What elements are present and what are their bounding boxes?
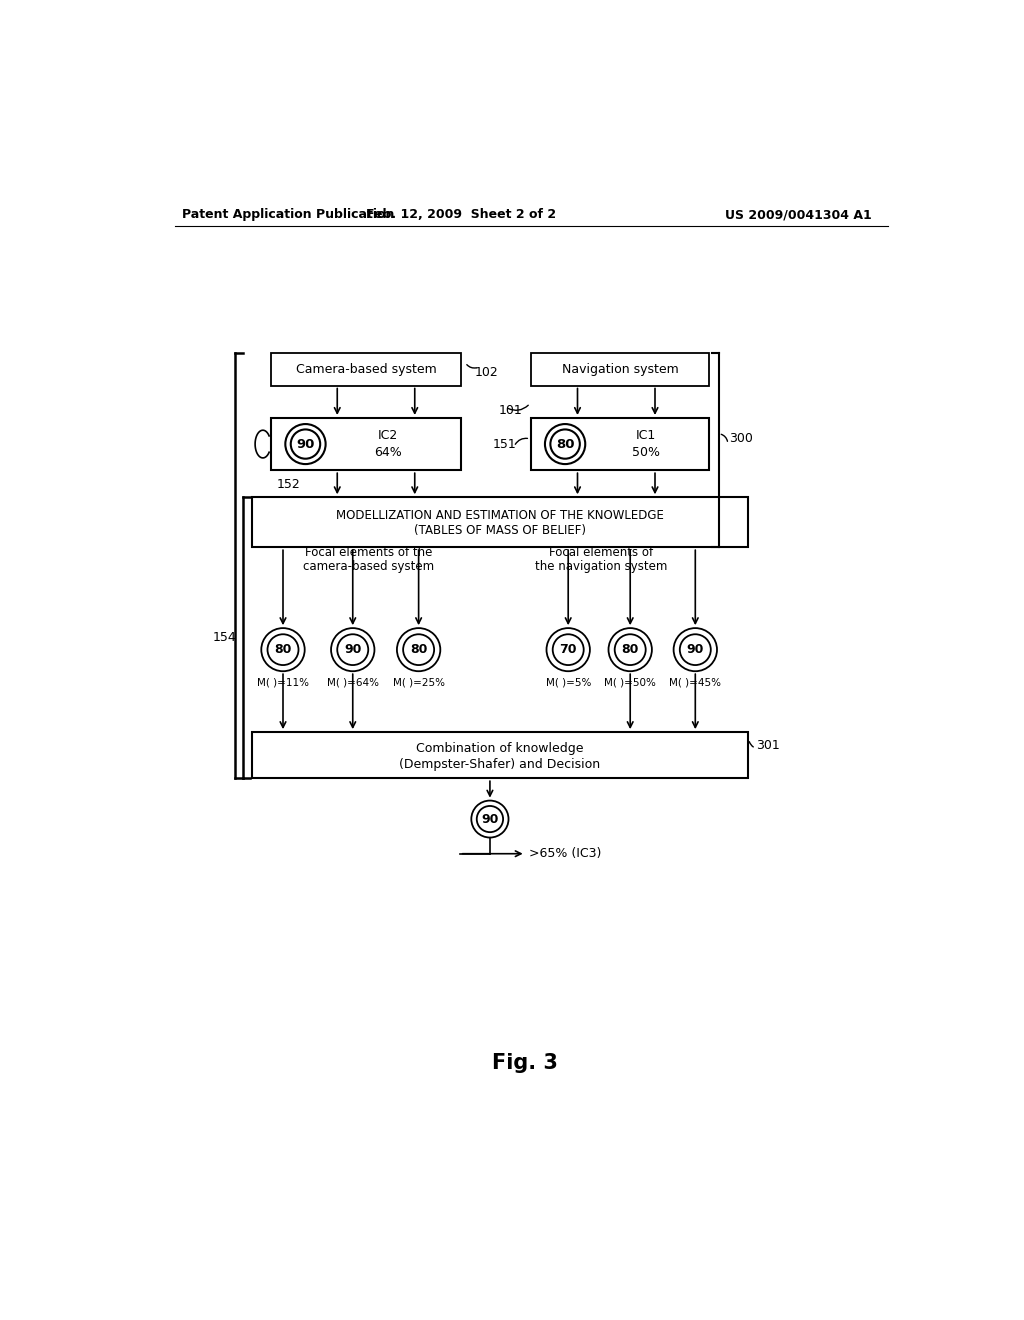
- Text: 90: 90: [296, 437, 314, 450]
- Text: 80: 80: [556, 437, 574, 450]
- Text: Camera-based system: Camera-based system: [296, 363, 436, 376]
- Bar: [271, 418, 461, 470]
- Bar: [531, 354, 710, 385]
- Text: 70: 70: [559, 643, 577, 656]
- Text: M( )=5%: M( )=5%: [546, 677, 591, 688]
- Circle shape: [680, 635, 711, 665]
- Circle shape: [547, 628, 590, 671]
- Text: (TABLES OF MASS OF BELIEF): (TABLES OF MASS OF BELIEF): [414, 524, 586, 537]
- Text: 80: 80: [274, 643, 292, 656]
- Text: M( )=11%: M( )=11%: [257, 677, 309, 688]
- Text: 154: 154: [213, 631, 237, 644]
- Circle shape: [337, 635, 369, 665]
- Text: MODELLIZATION AND ESTIMATION OF THE KNOWLEDGE: MODELLIZATION AND ESTIMATION OF THE KNOW…: [336, 510, 664, 523]
- Text: >65% (IC3): >65% (IC3): [529, 847, 602, 861]
- Text: 152: 152: [276, 478, 301, 491]
- Text: M( )=25%: M( )=25%: [392, 677, 444, 688]
- Circle shape: [397, 628, 440, 671]
- Bar: [252, 733, 748, 779]
- Text: 101: 101: [499, 404, 522, 417]
- Text: 90: 90: [344, 643, 361, 656]
- Circle shape: [477, 807, 503, 832]
- Text: M( )=64%: M( )=64%: [327, 677, 379, 688]
- Text: Combination of knowledge: Combination of knowledge: [416, 742, 584, 755]
- Text: M( )=50%: M( )=50%: [604, 677, 656, 688]
- Text: 300: 300: [729, 433, 753, 445]
- Circle shape: [674, 628, 717, 671]
- Text: 64%: 64%: [374, 446, 401, 459]
- Circle shape: [291, 429, 321, 459]
- Text: 102: 102: [474, 366, 498, 379]
- Bar: [271, 354, 461, 385]
- Text: Patent Application Publication: Patent Application Publication: [182, 209, 394, 222]
- Text: (Dempster-Shafer) and Decision: (Dempster-Shafer) and Decision: [399, 758, 600, 771]
- Circle shape: [403, 635, 434, 665]
- Circle shape: [471, 800, 509, 838]
- Text: Fig. 3: Fig. 3: [492, 1053, 558, 1073]
- Bar: [252, 498, 748, 548]
- Text: 80: 80: [622, 643, 639, 656]
- Text: camera-based system: camera-based system: [303, 560, 434, 573]
- Text: 50%: 50%: [632, 446, 659, 459]
- Circle shape: [286, 424, 326, 465]
- Circle shape: [267, 635, 299, 665]
- Circle shape: [261, 628, 305, 671]
- Text: the navigation system: the navigation system: [535, 560, 667, 573]
- Text: M( )=45%: M( )=45%: [670, 677, 721, 688]
- Text: 151: 151: [493, 437, 516, 450]
- Circle shape: [614, 635, 646, 665]
- Text: Focal elements of: Focal elements of: [549, 545, 653, 558]
- Text: Focal elements of the: Focal elements of the: [304, 545, 432, 558]
- Text: Navigation system: Navigation system: [562, 363, 679, 376]
- Circle shape: [331, 628, 375, 671]
- Text: 301: 301: [756, 739, 779, 752]
- Circle shape: [608, 628, 652, 671]
- Bar: [531, 418, 710, 470]
- Text: Feb. 12, 2009  Sheet 2 of 2: Feb. 12, 2009 Sheet 2 of 2: [367, 209, 556, 222]
- Circle shape: [550, 429, 580, 459]
- Text: 90: 90: [687, 643, 703, 656]
- Circle shape: [553, 635, 584, 665]
- Text: IC2: IC2: [378, 429, 397, 442]
- Text: 80: 80: [410, 643, 427, 656]
- Text: IC1: IC1: [636, 429, 655, 442]
- Text: 90: 90: [481, 813, 499, 825]
- Circle shape: [545, 424, 586, 465]
- Text: US 2009/0041304 A1: US 2009/0041304 A1: [725, 209, 872, 222]
